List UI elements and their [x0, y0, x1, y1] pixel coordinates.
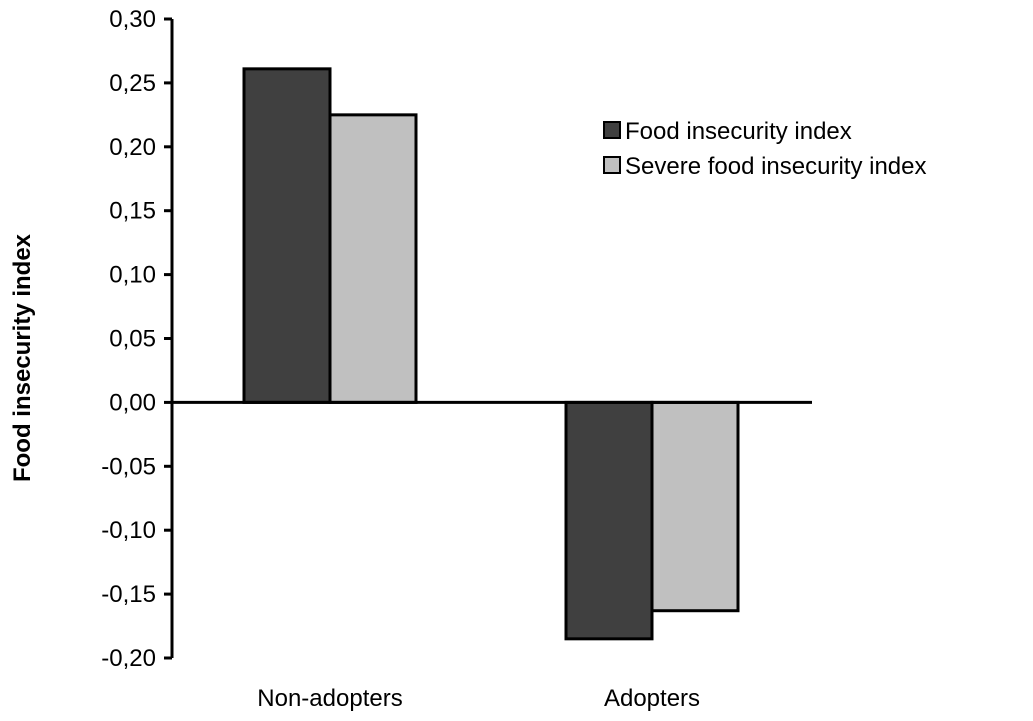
- legend-label: Severe food insecurity index: [625, 153, 927, 180]
- bar-severe-food-insecurity-non-adopters: [328, 113, 418, 404]
- category-label: Adopters: [604, 685, 700, 712]
- y-tick-label: 0,05: [109, 326, 156, 353]
- bar-food-insecurity-non-adopters: [242, 67, 332, 404]
- legend-swatch: [603, 121, 621, 139]
- y-tick-layer: 0,30 0,25 0,20 0,15 0,10 0,05 0,00 -0,05 -0,10 -0…: [101, 6, 172, 672]
- bar-severe-food-insecurity-adopters: [650, 400, 740, 613]
- category-label: Non-adopters: [257, 685, 402, 712]
- y-axis-title: Food insecurity index: [9, 233, 36, 482]
- y-tick-label: -0,05: [101, 453, 156, 480]
- y-tick-label: -0,20: [101, 645, 156, 672]
- y-tick-label: -0,10: [101, 517, 156, 544]
- category-label-layer: Non-adopters Adopters: [257, 685, 700, 712]
- y-tick-label: 0,10: [109, 262, 156, 289]
- legend-swatch: [603, 156, 621, 174]
- y-tick-label: -0,15: [101, 581, 156, 608]
- y-tick-label: 0,00: [109, 389, 156, 416]
- legend: Food insecurity index Severe food insecur…: [603, 118, 927, 180]
- axis-layer: [170, 19, 812, 658]
- y-tick-label: 0,25: [109, 70, 156, 97]
- bar-food-insecurity-adopters: [564, 400, 654, 641]
- y-tick-label: 0,15: [109, 198, 156, 225]
- bar-layer: [242, 67, 740, 641]
- y-tick-label: 0,20: [109, 134, 156, 161]
- y-tick-label: 0,30: [109, 6, 156, 33]
- legend-label: Food insecurity index: [625, 118, 852, 145]
